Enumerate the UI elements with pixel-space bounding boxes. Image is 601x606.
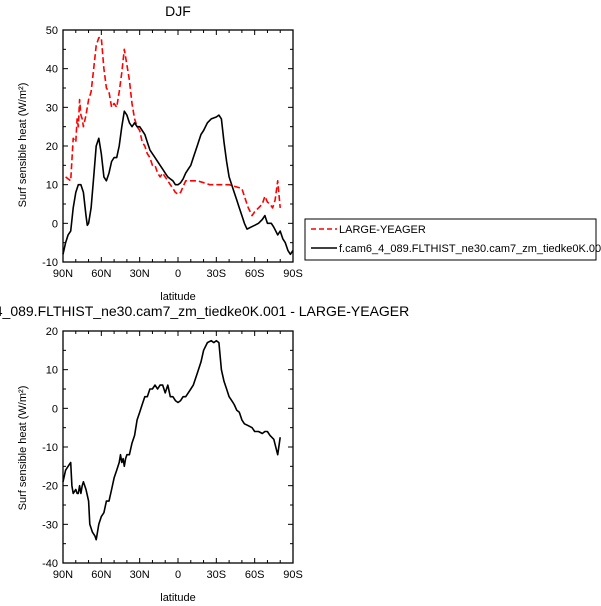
bottom-x-tick-label: 60S xyxy=(245,569,265,581)
top-x-axis-title: latitude xyxy=(160,291,195,303)
bottom-x-tick-label: 90S xyxy=(283,569,303,581)
top-axis-ticks: 90N 60N 30N 0 30S 60S 90S -10 0 10 20 30 40 50 xyxy=(42,25,303,280)
legend: LARGE-YEAGER f.cam6_4_089.FLTHIST_ne30.c… xyxy=(304,218,601,261)
legend-label-cam6-run: f.cam6_4_089.FLTHIST_ne30.cam7_zm_tiedke… xyxy=(339,243,601,255)
top-y-tick-label: 20 xyxy=(46,141,58,153)
top-y-tick-label: 0 xyxy=(52,218,58,230)
top-y-tick-label: -10 xyxy=(42,257,58,269)
top-x-tick-label: 60S xyxy=(245,268,265,280)
legend-label-large-yeager: LARGE-YEAGER xyxy=(339,224,426,236)
top-y-tick-label: 30 xyxy=(46,102,58,114)
bottom-x-tick-label: 30S xyxy=(207,569,227,581)
bottom-y-tick-label: -40 xyxy=(42,558,58,570)
bottom-line-series xyxy=(62,339,281,541)
bottom-series-lines xyxy=(62,339,281,541)
bottom-y-tick-label: 0 xyxy=(52,403,58,415)
bottom-x-tick-label: 90N xyxy=(53,569,73,581)
top-line-f-cam6-4-089-flthist-ne30-cam7-zm-tiedke0k-001 xyxy=(62,110,294,256)
bottom-y-tick-label: -20 xyxy=(42,481,58,493)
top-y-tick-label: 50 xyxy=(46,25,58,37)
top-panel: DJF Surf sensible heat (W/m²) latitude 9… xyxy=(17,3,303,303)
bottom-y-tick-label: 20 xyxy=(46,326,58,338)
top-x-tick-label: 30N xyxy=(130,268,150,280)
legend-box xyxy=(304,218,597,261)
bottom-y-tick-label: -10 xyxy=(42,442,58,454)
top-y-tick-label: 10 xyxy=(46,180,58,192)
bottom-x-tick-label: 30N xyxy=(130,569,150,581)
top-plot-frame xyxy=(62,29,294,263)
top-x-tick-label: 30S xyxy=(207,268,227,280)
bottom-panel: 4_089.FLTHIST_ne30.cam7_zm_tiedke0K.001 … xyxy=(0,303,409,604)
bottom-x-tick-label: 60N xyxy=(91,569,111,581)
bottom-y-tick-label: -30 xyxy=(42,519,58,531)
top-y-tick-label: 40 xyxy=(46,64,58,76)
top-x-tick-label: 60N xyxy=(91,268,111,280)
bottom-chart-title: 4_089.FLTHIST_ne30.cam7_zm_tiedke0K.001 … xyxy=(0,303,409,319)
bottom-y-axis-title: Surf sensible heat (W/m²) xyxy=(17,386,29,511)
bottom-axis-ticks: 90N 60N 30N 0 30S 60S 90S -40 -30 -20 -10 0 10 20 xyxy=(42,326,303,581)
top-x-tick-label: 90N xyxy=(53,268,73,280)
top-y-axis-title: Surf sensible heat (W/m²) xyxy=(17,83,29,208)
bottom-x-axis-title: latitude xyxy=(160,592,195,604)
bottom-y-tick-label: 10 xyxy=(46,365,58,377)
top-series-lines xyxy=(62,36,294,256)
bottom-x-tick-label: 0 xyxy=(175,569,181,581)
top-chart-title: DJF xyxy=(165,3,191,19)
bottom-plot-frame xyxy=(62,330,294,564)
top-line-large-yeager xyxy=(65,36,281,217)
top-x-tick-label: 90S xyxy=(283,268,303,280)
top-x-tick-label: 0 xyxy=(175,268,181,280)
